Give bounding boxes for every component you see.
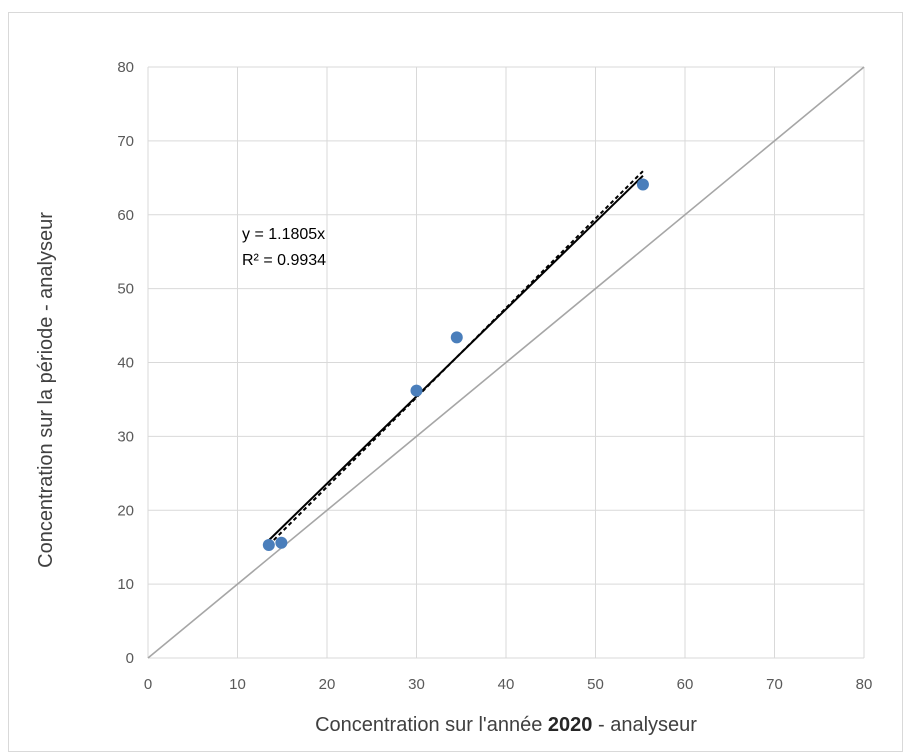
x-tick-label: 50 <box>587 676 604 693</box>
y-tick-label: 20 <box>117 502 134 519</box>
trendline-equation: y = 1.1805x <box>242 226 325 243</box>
x-tick-label: 20 <box>319 676 336 693</box>
chart-frame: 0 10 20 30 40 50 60 70 80 0 10 20 30 40 50 60 70 80 y = 1… <box>8 12 903 752</box>
y-tick-label: 0 <box>126 650 134 667</box>
x-tick-label: 40 <box>498 676 515 693</box>
x-tick-label: 10 <box>229 676 246 693</box>
y-tick-label: 50 <box>117 281 134 298</box>
trendline-r-squared: R² = 0.9934 <box>242 252 326 269</box>
reference-line-layer <box>147 66 865 659</box>
reference-line <box>147 66 865 659</box>
trendline-layer <box>268 170 644 546</box>
y-tick-label: 60 <box>117 207 134 224</box>
y-tick-label: 80 <box>117 59 134 76</box>
data-point <box>275 536 288 549</box>
scatter-chart: 0 10 20 30 40 50 60 70 80 0 10 20 30 40 50 60 70 80 y = 1… <box>35 59 872 736</box>
x-axis-title: Concentration sur l'année 2020 - analyse… <box>315 714 697 736</box>
x-tick-label: 70 <box>766 676 783 693</box>
tick-labels-layer: 0 10 20 30 40 50 60 70 80 0 10 20 30 40 50 60 70 80 <box>117 59 872 693</box>
data-points-layer <box>262 178 649 551</box>
x-tick-label: 0 <box>144 676 152 693</box>
y-axis-title: Concentration sur la période - analyseur <box>35 212 57 568</box>
trendline <box>268 175 644 541</box>
y-tick-label: 10 <box>117 576 134 593</box>
x-tick-label: 60 <box>677 676 694 693</box>
y-tick-label: 70 <box>117 133 134 150</box>
x-tick-label: 80 <box>856 676 873 693</box>
x-tick-label: 30 <box>408 676 425 693</box>
data-point <box>450 331 463 344</box>
x-axis-title-part: - analyseur <box>592 714 697 736</box>
x-axis-title-year: 2020 <box>548 714 593 736</box>
y-tick-label: 40 <box>117 355 134 372</box>
data-point <box>262 538 275 551</box>
y-tick-label: 30 <box>117 428 134 445</box>
data-point <box>636 178 649 191</box>
x-axis-title-part: Concentration sur l'année <box>315 714 548 736</box>
data-point <box>410 384 423 397</box>
